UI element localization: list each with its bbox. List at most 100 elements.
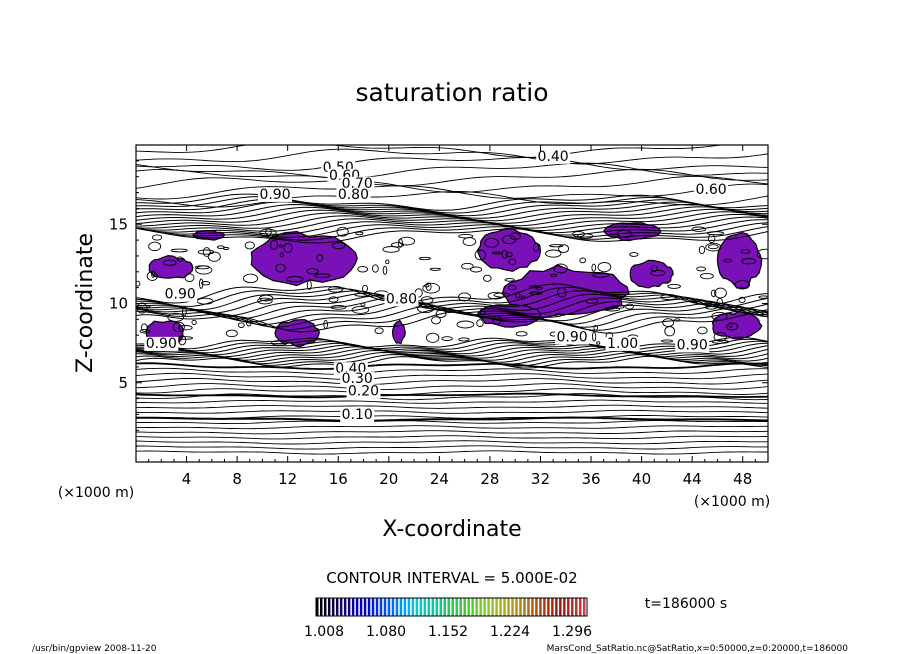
contour-line	[136, 222, 768, 238]
contour-line	[136, 445, 768, 450]
contour-cell	[585, 298, 599, 304]
contour-label-bg	[346, 384, 381, 399]
colorbar-stripe	[403, 598, 407, 616]
contour-cell	[662, 318, 675, 327]
contour-cell	[362, 284, 368, 293]
contour-cell	[184, 273, 195, 283]
contour-cell	[354, 292, 371, 297]
contour-cell	[711, 339, 730, 344]
contour-cell	[470, 266, 483, 273]
footer-left: /usr/bin/gpview 2008-11-20	[32, 644, 157, 654]
contour-cell	[555, 313, 561, 317]
x-axis-unit-left: (×1000 m)	[58, 485, 134, 501]
contour-cell	[650, 269, 666, 277]
contour-cell	[698, 245, 706, 255]
contour-cell	[216, 245, 225, 249]
contour-cell	[137, 304, 151, 309]
contour-cell	[508, 285, 517, 291]
contour-cell	[140, 323, 148, 332]
colorbar-stripe	[459, 598, 462, 616]
colorbar-stripe	[503, 598, 506, 616]
contour-label: 0.60	[696, 182, 727, 198]
contour-cell	[660, 294, 678, 301]
contour-cell	[610, 305, 625, 309]
contour-label: 0.40	[538, 149, 569, 165]
contour-cell	[374, 327, 384, 335]
colorbar-stripe	[559, 598, 562, 616]
contour-cell	[332, 242, 346, 250]
colorbar-stripe	[316, 598, 319, 616]
contour-cell	[458, 337, 470, 342]
x-tick-label: 48	[733, 470, 752, 488]
colorbar-stripe	[515, 598, 518, 616]
contour-line	[136, 342, 768, 356]
contour-cell	[148, 241, 162, 252]
contour-label: 0.70	[342, 176, 373, 192]
supersaturated-region	[391, 319, 406, 344]
contour-cell	[740, 249, 751, 254]
contour-cell	[660, 339, 674, 343]
contour-cell	[714, 287, 727, 299]
contour-line	[136, 162, 768, 179]
colorbar-stripe	[331, 598, 335, 616]
contour-cell	[458, 292, 471, 302]
contour-line	[136, 338, 768, 352]
colorbar-stripe	[519, 598, 522, 616]
contour-cell	[207, 251, 221, 262]
contour-cell	[479, 308, 486, 315]
colorbar-stripe	[531, 598, 534, 616]
contour-lines	[136, 145, 768, 455]
contour-cell	[355, 231, 364, 236]
contour-cell	[314, 273, 331, 278]
contour-cell	[418, 256, 431, 261]
colorbar-stripe	[335, 598, 339, 616]
contour-label-bg	[144, 336, 179, 351]
contour-cell	[462, 237, 477, 247]
contour-cell	[696, 266, 706, 272]
contour-cell	[728, 322, 733, 329]
chart-title: saturation ratio	[355, 78, 548, 107]
x-tick-label: 12	[278, 470, 297, 488]
contour-cell	[593, 324, 598, 331]
x-tick-label: 24	[430, 470, 449, 488]
colorbar-stripe	[371, 598, 375, 616]
contour-line	[136, 156, 768, 171]
contour-cell	[493, 292, 511, 298]
colorbar-stripe	[575, 598, 578, 616]
colorbar-stripe	[399, 598, 403, 616]
time-label: t=186000 s	[645, 596, 727, 612]
contour-cell	[691, 226, 707, 232]
colorbar-stripe	[375, 598, 379, 616]
contour-cell	[330, 305, 347, 310]
contour-cell	[545, 249, 562, 258]
contour-label-bg	[340, 176, 375, 191]
contour-cell	[667, 283, 681, 289]
colorbar-stripe	[419, 598, 423, 616]
contour-label-bg	[694, 183, 729, 198]
contour-cell	[382, 246, 400, 253]
contour-cell	[515, 291, 521, 299]
contour-cell	[357, 265, 369, 273]
x-tick-label: 44	[683, 470, 702, 488]
contour-cell	[360, 302, 366, 307]
contour-line	[136, 420, 768, 425]
contour-line	[136, 213, 768, 232]
colorbar-stripe	[491, 598, 494, 616]
contour-cell	[270, 340, 288, 346]
contour-cell	[328, 285, 344, 293]
contour-line	[136, 344, 768, 358]
colorbar-stripe	[483, 598, 486, 616]
contour-cell	[259, 228, 277, 237]
contour-cell	[629, 252, 639, 257]
contour-cell	[738, 296, 746, 304]
contour-cell	[650, 265, 658, 272]
x-axis-ticks: 4 8 12 16 20 24 28 32 36 40 44 48	[148, 145, 756, 488]
contour-label: 0.90	[165, 287, 196, 303]
contour-cell	[441, 336, 453, 341]
contour-cell	[398, 236, 416, 246]
contour-line	[136, 175, 768, 193]
contour-line	[136, 404, 768, 409]
contour-cell	[726, 322, 739, 331]
contour-cell	[529, 291, 543, 295]
contour-cell	[257, 297, 273, 305]
